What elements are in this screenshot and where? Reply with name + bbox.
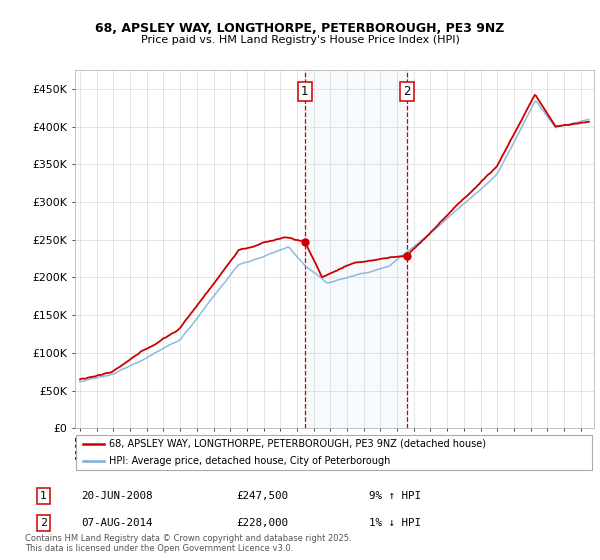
Text: 20-JUN-2008: 20-JUN-2008 — [81, 491, 152, 501]
Text: 1: 1 — [40, 491, 47, 501]
Text: Contains HM Land Registry data © Crown copyright and database right 2025.
This d: Contains HM Land Registry data © Crown c… — [25, 534, 351, 553]
Text: 9% ↑ HPI: 9% ↑ HPI — [369, 491, 421, 501]
Text: £228,000: £228,000 — [236, 518, 289, 528]
Text: 1% ↓ HPI: 1% ↓ HPI — [369, 518, 421, 528]
Text: 07-AUG-2014: 07-AUG-2014 — [81, 518, 152, 528]
Text: 68, APSLEY WAY, LONGTHORPE, PETERBOROUGH, PE3 9NZ (detached house): 68, APSLEY WAY, LONGTHORPE, PETERBOROUGH… — [109, 438, 486, 449]
Text: 2: 2 — [403, 85, 410, 98]
Text: 1: 1 — [301, 85, 308, 98]
Bar — [305, 70, 407, 428]
Text: £247,500: £247,500 — [236, 491, 289, 501]
Text: HPI: Average price, detached house, City of Peterborough: HPI: Average price, detached house, City… — [109, 456, 390, 466]
Text: 2: 2 — [40, 518, 47, 528]
Text: 68, APSLEY WAY, LONGTHORPE, PETERBOROUGH, PE3 9NZ: 68, APSLEY WAY, LONGTHORPE, PETERBOROUGH… — [95, 22, 505, 35]
Text: Price paid vs. HM Land Registry's House Price Index (HPI): Price paid vs. HM Land Registry's House … — [140, 35, 460, 45]
FancyBboxPatch shape — [76, 435, 592, 470]
